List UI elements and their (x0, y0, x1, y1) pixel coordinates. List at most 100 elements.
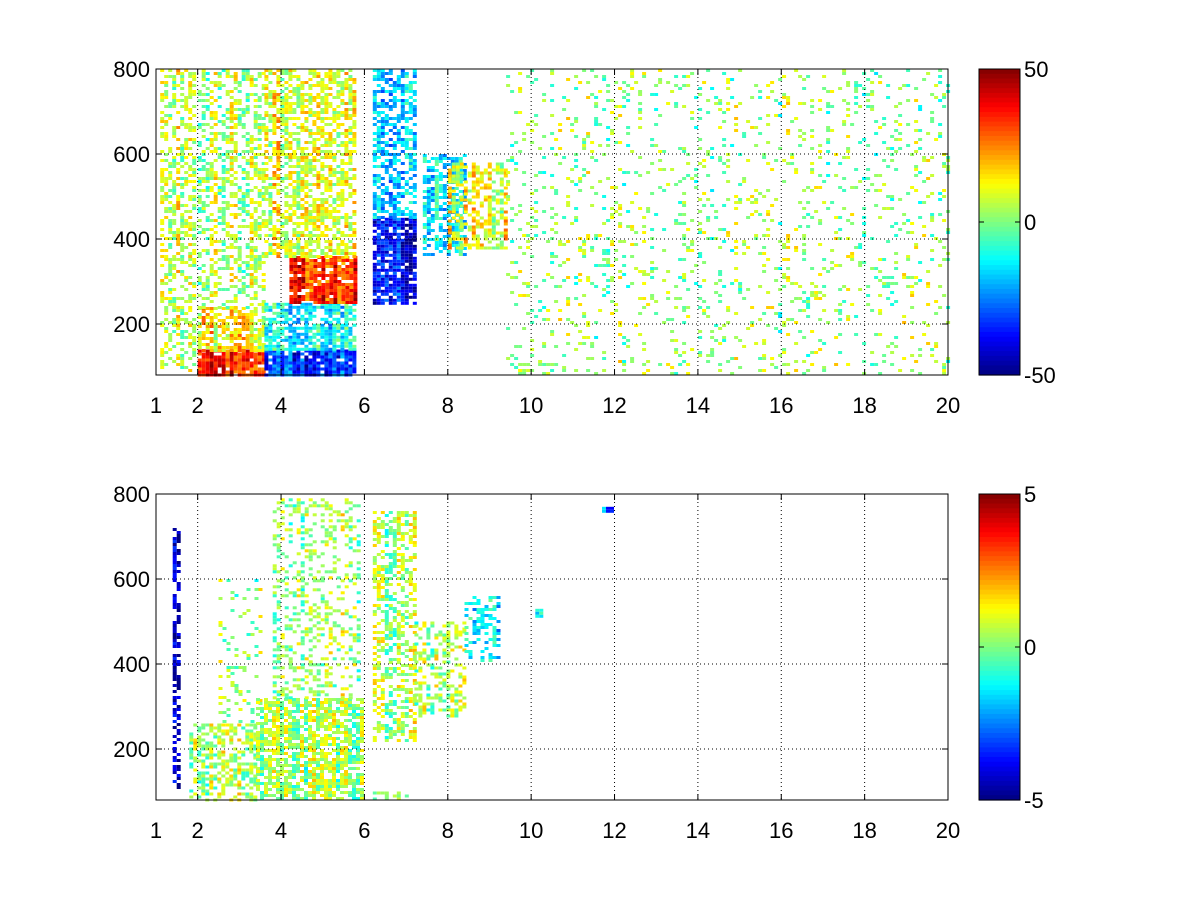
heatmap-cell (180, 222, 185, 225)
heatmap-cell (810, 105, 815, 108)
heatmap-cell (264, 192, 269, 195)
heatmap-cell (249, 189, 254, 192)
heatmap-cell (221, 258, 226, 261)
heatmap-cell (328, 341, 333, 345)
heatmap-cell (168, 339, 173, 342)
heatmap-cell (168, 300, 173, 303)
heatmap-cell (180, 117, 185, 120)
heatmap-cell (590, 246, 595, 249)
heatmap-cell (666, 363, 671, 366)
heatmap-cell (722, 144, 727, 147)
heatmap-cell (280, 189, 285, 192)
heatmap-cell (184, 318, 189, 321)
heatmap-cell (590, 93, 595, 96)
heatmap-cell (380, 90, 385, 93)
heatmap-cell (209, 291, 214, 294)
heatmap-cell (586, 321, 591, 324)
heatmap-cell (289, 265, 294, 268)
heatmap-cell (292, 228, 297, 231)
heatmap-cell (341, 271, 346, 274)
heatmap-cell (384, 277, 389, 281)
heatmap-cell (754, 144, 759, 147)
heatmap-cell (396, 247, 401, 251)
heatmap-cell (209, 132, 214, 135)
heatmap-cell (430, 187, 435, 190)
heatmap-cell (404, 144, 409, 147)
heatmap-cell (180, 342, 185, 345)
heatmap-cell (618, 204, 623, 207)
heatmap-cell (320, 99, 325, 102)
heatmap-cell (376, 286, 381, 290)
heatmap-cell (304, 317, 309, 321)
heatmap-cell (336, 352, 341, 356)
heatmap-cell (349, 262, 354, 265)
heatmap-cell (308, 326, 313, 330)
heatmap-cell (499, 183, 504, 187)
heatmap-cell (400, 162, 405, 165)
heatmap-cell (352, 189, 357, 192)
heatmap-cell (297, 295, 302, 298)
heatmap-cell (670, 90, 675, 93)
heatmap-cell (324, 361, 329, 365)
heatmap-cell (320, 352, 325, 356)
heatmap-cell (459, 222, 464, 226)
heatmap-cell (348, 69, 353, 72)
heatmap-cell (209, 370, 214, 374)
heatmap-cell (376, 204, 381, 207)
heatmap-cell (241, 322, 246, 325)
heatmap-cell (276, 207, 281, 210)
heatmap-cell (293, 277, 298, 280)
heatmap-cell (312, 198, 317, 201)
heatmap-cell (209, 352, 214, 356)
heatmap-cell (209, 243, 214, 246)
heatmap-cell (237, 358, 242, 362)
heatmap-cell (810, 294, 815, 297)
heatmap-cell (268, 252, 273, 255)
heatmap-cell (280, 96, 285, 99)
heatmap-cell (606, 249, 611, 252)
heatmap-cell (392, 265, 397, 269)
heatmap-cell (213, 81, 218, 84)
heatmap-cell (336, 144, 341, 147)
heatmap-cell (172, 234, 177, 237)
heatmap-cell (380, 141, 385, 144)
heatmap-cell (706, 306, 711, 309)
heatmap-cell (562, 366, 567, 369)
heatmap-cell (280, 180, 285, 183)
heatmap-cell (376, 69, 381, 72)
heatmap-cell (430, 169, 435, 172)
heatmap-cell (184, 351, 189, 354)
heatmap-cell (301, 259, 306, 262)
heatmap-cell (233, 156, 238, 159)
heatmap-cell (229, 96, 234, 99)
heatmap-cell (268, 204, 273, 207)
heatmap-cell (316, 329, 321, 333)
heatmap-cell (268, 234, 273, 237)
heatmap-cell (268, 213, 273, 216)
heatmap-cell (180, 147, 185, 150)
heatmap-cell (184, 330, 189, 333)
heatmap-cell (570, 222, 575, 225)
heatmap-cell (372, 298, 377, 302)
heatmap-cell (586, 369, 591, 372)
heatmap-cell (550, 69, 555, 72)
heatmap-cell (408, 159, 413, 162)
heatmap-cell (308, 129, 313, 132)
heatmap-cell (376, 147, 381, 150)
heatmap-cell (249, 150, 254, 153)
heatmap-cell (618, 141, 623, 144)
heatmap-cell (412, 81, 417, 84)
heatmap-cell (766, 114, 771, 117)
heatmap-cell (213, 364, 218, 368)
heatmap-cell (209, 364, 214, 368)
heatmap-cell (412, 195, 417, 198)
heatmap-cell (503, 192, 508, 196)
heatmap-cell (272, 96, 277, 99)
heatmap-cell (467, 171, 472, 175)
heatmap-cell (180, 306, 185, 309)
heatmap-cell (253, 111, 258, 114)
heatmap-cell (430, 253, 435, 256)
heatmap-cell (380, 247, 385, 251)
heatmap-cell (288, 352, 293, 356)
heatmap-cell (192, 168, 197, 171)
